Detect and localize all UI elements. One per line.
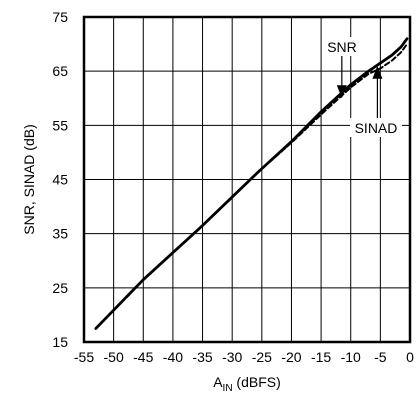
x-axis-label-subscript: IN [223,383,233,394]
x-tick-label: -20 [281,349,301,365]
sinad-annotation-label-bg [350,118,402,137]
y-tick-label: 65 [52,63,68,79]
tick-labels: -55 -50 -45 -40 -35 -30 -25 -20 -15 -10 -5 01525354… [52,9,414,365]
y-tick-label: 55 [52,117,68,133]
x-axis-label-main: A [213,374,223,390]
series-lines [94,37,409,330]
sinad-annotation-arrowhead [372,65,383,79]
x-tick-label: -10 [341,349,361,365]
y-axis-label: SNR, SINAD (dB) [21,124,37,234]
x-tick-label: -15 [311,349,331,365]
y-tick-label: 15 [52,334,68,350]
x-tick-label: -45 [133,349,153,365]
x-tick-label: -25 [252,349,272,365]
x-axis-label: AIN (dBFS) [213,374,281,394]
x-tick-label: 0 [406,349,414,365]
x-tick-label: -50 [104,349,124,365]
snr-annotation-label-bg [323,37,361,56]
x-tick-label: -40 [163,349,183,365]
sinad-series-line [94,43,409,330]
sinad-annotation-label: SINAD [355,120,398,136]
y-tick-label: 35 [52,226,68,242]
x-tick-label: -5 [374,349,387,365]
x-axis-label-rest: (dBFS) [233,374,281,390]
x-tick-label: -30 [222,349,242,365]
snr-annotation-arrowhead [336,85,347,99]
annotations: SNR SINAD [323,37,402,137]
grid-lines [83,16,411,343]
plot-frame [82,15,412,344]
snr-annotation-label: SNR [327,39,357,55]
y-tick-label: 75 [52,9,68,25]
y-tick-label: 45 [52,172,68,188]
snr-series-line [94,37,409,330]
x-tick-label: -35 [192,349,212,365]
x-tick-label: -55 [74,349,94,365]
y-tick-label: 25 [52,280,68,296]
